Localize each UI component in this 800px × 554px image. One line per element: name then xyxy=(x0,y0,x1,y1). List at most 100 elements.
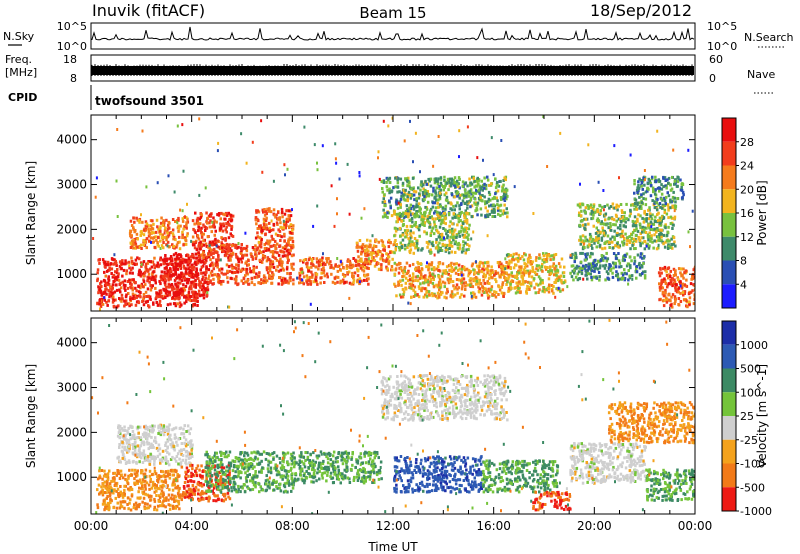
range-gate-cell xyxy=(411,212,415,216)
range-gate-cell xyxy=(317,264,321,268)
range-gate-cell xyxy=(610,217,614,221)
range-gate-cell xyxy=(472,230,475,234)
range-gate-cell xyxy=(537,256,541,260)
range-gate-cell xyxy=(656,208,659,212)
range-gate-cell xyxy=(500,269,503,273)
range-gate-cell xyxy=(113,290,117,294)
range-gate-cell xyxy=(165,218,168,222)
range-gate-cell xyxy=(494,186,498,190)
range-gate-cell xyxy=(584,210,587,214)
range-gate-cell xyxy=(681,183,685,186)
range-gate-cell xyxy=(191,292,195,296)
range-gate-cell xyxy=(666,178,669,182)
range-gate-cell xyxy=(131,234,133,238)
range-gate-cell xyxy=(142,280,146,283)
range-gate-cell xyxy=(142,233,146,237)
range-gate-cell xyxy=(149,227,153,231)
range-gate-cell xyxy=(456,194,459,198)
range-gate-cell xyxy=(290,262,293,266)
range-gate-cell xyxy=(322,271,325,275)
range-gate-cell xyxy=(657,178,661,182)
range-gate-cell xyxy=(150,265,154,269)
range-gate-cell xyxy=(315,257,319,261)
range-gate-cell xyxy=(181,291,184,295)
range-gate-cell xyxy=(416,214,419,218)
range-gate-cell xyxy=(210,253,213,257)
range-gate-cell xyxy=(660,281,663,285)
range-gate-cell xyxy=(263,255,266,259)
range-gate-cell xyxy=(623,277,627,280)
range-gate-cell xyxy=(139,230,143,234)
range-gate-cell xyxy=(521,255,524,259)
range-gate-cell xyxy=(399,246,402,250)
range-gate-cell xyxy=(380,239,383,243)
range-gate-cell xyxy=(288,218,291,222)
range-gate-cell xyxy=(208,221,211,225)
range-gate-cell xyxy=(406,279,410,282)
range-gate-cell xyxy=(142,228,146,232)
range-gate-cell xyxy=(507,289,510,293)
range-gate-cell xyxy=(115,264,118,267)
range-gate-cell xyxy=(411,176,415,180)
range-gate-cell xyxy=(176,253,179,257)
range-gate-cell xyxy=(412,207,416,211)
range-gate-cell xyxy=(196,292,199,296)
range-gate-cell xyxy=(591,237,595,241)
range-gate-cell xyxy=(637,186,641,190)
range-gate-cell xyxy=(282,226,286,230)
range-gate-cell xyxy=(274,239,277,243)
range-gate-cell xyxy=(115,261,118,265)
range-gate-cell xyxy=(199,228,202,232)
range-gate-cell xyxy=(671,227,674,230)
range-gate-cell xyxy=(325,257,328,261)
range-gate-cell xyxy=(455,262,458,266)
range-gate-cell xyxy=(367,253,370,257)
range-gate-cell xyxy=(611,271,614,275)
range-gate-cell xyxy=(421,286,424,290)
range-gate-cell xyxy=(531,268,535,272)
range-gate-cell xyxy=(220,236,223,240)
range-gate-cell xyxy=(486,178,490,182)
range-gate-cell xyxy=(196,296,199,300)
range-gate-cell xyxy=(198,255,202,259)
range-gate-cell xyxy=(225,263,229,267)
range-gate-cell xyxy=(658,235,661,239)
range-gate-cell xyxy=(342,266,345,270)
range-gate-cell xyxy=(116,128,119,131)
range-gate-cell xyxy=(592,262,595,266)
range-gate-cell xyxy=(299,267,302,271)
range-gate-cell xyxy=(618,244,622,248)
range-gate-cell xyxy=(490,182,493,186)
range-gate-cell xyxy=(169,302,172,306)
range-gate-cell xyxy=(375,238,378,242)
range-gate-cell xyxy=(667,176,671,180)
range-gate-cell xyxy=(662,185,665,189)
range-gate-cell xyxy=(158,299,162,303)
range-gate-cell xyxy=(484,275,487,279)
range-gate-cell xyxy=(148,232,151,236)
range-gate-cell xyxy=(140,247,143,250)
range-gate-cell xyxy=(437,214,440,218)
range-gate-cell xyxy=(442,271,445,275)
range-gate-cell xyxy=(504,278,507,282)
range-gate-cell xyxy=(226,249,230,253)
range-gate-cell xyxy=(429,184,433,188)
range-gate-cell xyxy=(134,293,137,297)
range-gate-cell xyxy=(452,284,455,288)
range-gate-cell xyxy=(674,286,677,290)
freq-tick-bottom: 8 xyxy=(70,72,77,85)
range-gate-cell xyxy=(225,230,228,234)
range-gate-cell xyxy=(163,281,167,285)
range-gate-cell xyxy=(447,281,451,285)
range-gate-cell xyxy=(400,194,403,198)
range-gate-cell xyxy=(305,274,309,278)
range-gate-cell xyxy=(682,267,685,271)
range-gate-cell xyxy=(436,205,440,209)
range-gate-cell xyxy=(482,272,486,276)
range-gate-cell xyxy=(217,213,221,217)
range-gate-cell xyxy=(208,274,211,278)
range-gate-cell xyxy=(451,280,455,283)
range-gate-cell xyxy=(288,272,292,276)
range-gate-cell xyxy=(156,225,159,229)
